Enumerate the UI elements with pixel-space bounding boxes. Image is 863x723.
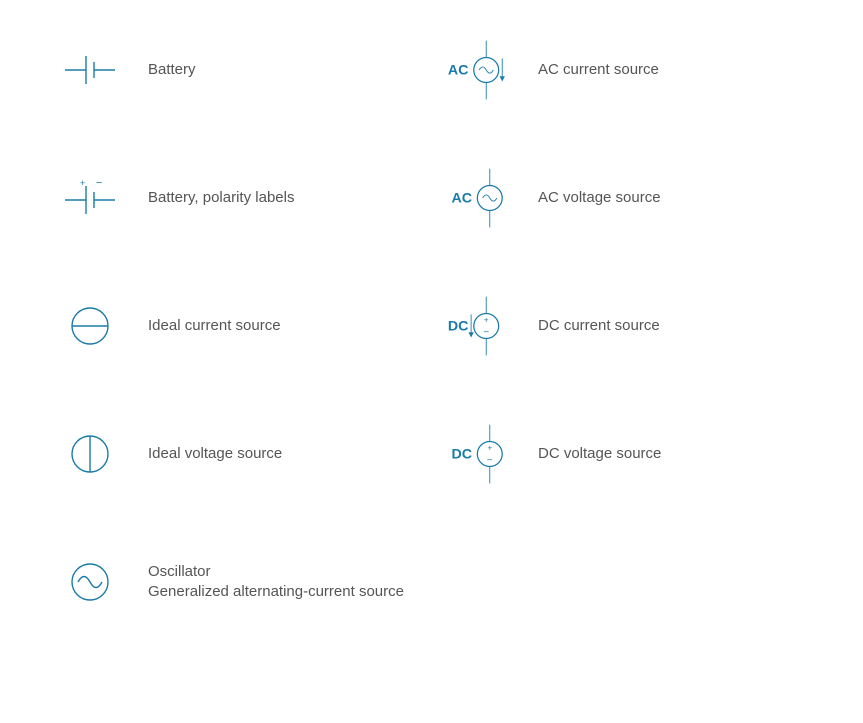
svg-text:DC: DC xyxy=(451,446,472,462)
label-battery-polarity: Battery, polarity labels xyxy=(148,188,294,208)
dc-voltage-source-icon: DC + − xyxy=(440,424,520,484)
label-dc-current: DC current source xyxy=(538,316,660,336)
item-dc-current: DC + − DC current source xyxy=(440,296,813,356)
dc-current-source-icon: DC + − xyxy=(440,296,520,356)
label-ac-voltage: AC voltage source xyxy=(538,188,661,208)
svg-text:+: + xyxy=(484,315,489,324)
svg-text:DC: DC xyxy=(448,318,469,334)
item-ideal-current: Ideal current source xyxy=(50,296,440,356)
svg-text:−: − xyxy=(483,327,489,338)
label-ideal-voltage: Ideal voltage source xyxy=(148,444,282,464)
item-battery: Battery xyxy=(50,40,440,100)
svg-text:−: − xyxy=(96,177,102,189)
oscillator-icon xyxy=(50,552,130,612)
svg-text:+: + xyxy=(487,443,492,452)
battery-polarity-icon: + − xyxy=(50,168,130,228)
item-ac-voltage: AC AC voltage source xyxy=(440,168,813,228)
ideal-current-source-icon xyxy=(50,296,130,356)
label-battery: Battery xyxy=(148,60,196,80)
label-oscillator: Oscillator Generalized alternating-curre… xyxy=(148,562,404,603)
item-ideal-voltage: Ideal voltage source xyxy=(50,424,440,484)
ac-current-source-icon: AC xyxy=(440,40,520,100)
item-battery-polarity: + − Battery, polarity labels xyxy=(50,168,440,228)
battery-icon xyxy=(50,40,130,100)
svg-text:AC: AC xyxy=(448,62,469,78)
svg-text:−: − xyxy=(487,455,493,466)
item-dc-voltage: DC + − DC voltage source xyxy=(440,424,813,484)
svg-text:AC: AC xyxy=(451,190,472,206)
label-ac-current: AC current source xyxy=(538,60,659,80)
label-dc-voltage: DC voltage source xyxy=(538,444,661,464)
label-ideal-current: Ideal current source xyxy=(148,316,281,336)
symbol-grid: Battery AC AC current source + − xyxy=(50,40,813,612)
svg-text:+: + xyxy=(80,178,85,188)
item-oscillator: Oscillator Generalized alternating-curre… xyxy=(50,552,813,612)
ideal-voltage-source-icon xyxy=(50,424,130,484)
ac-voltage-source-icon: AC xyxy=(440,168,520,228)
item-ac-current: AC AC current source xyxy=(440,40,813,100)
